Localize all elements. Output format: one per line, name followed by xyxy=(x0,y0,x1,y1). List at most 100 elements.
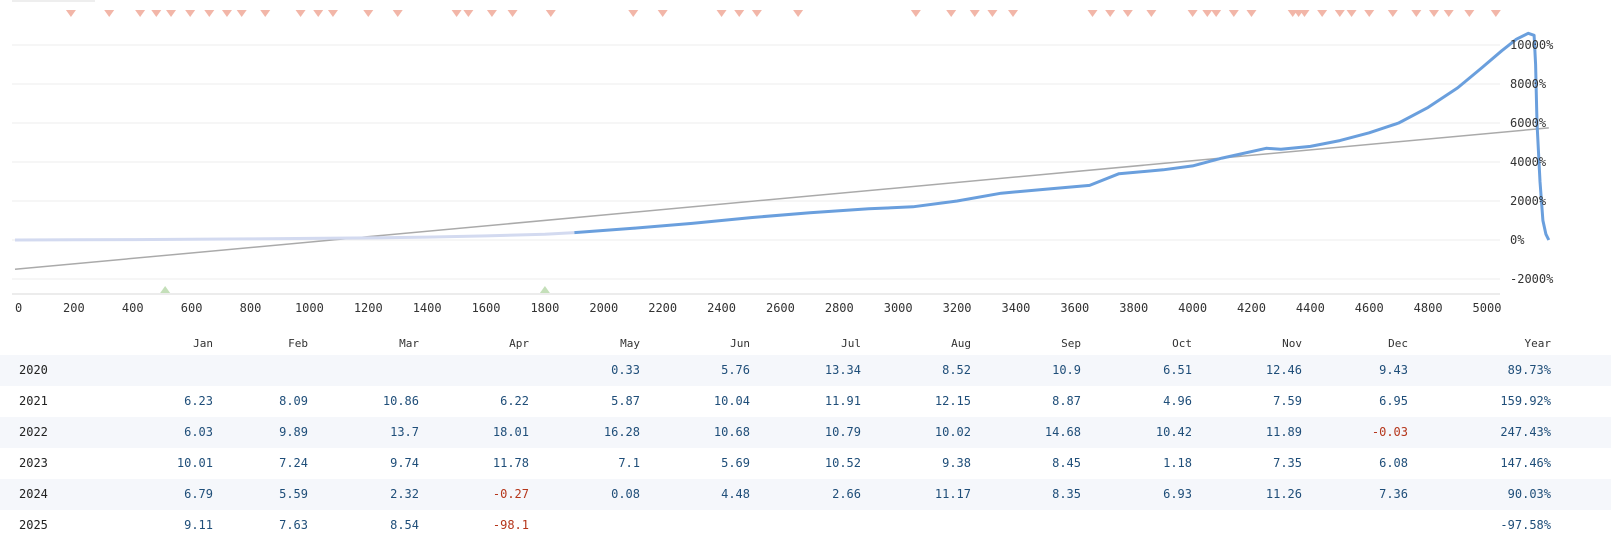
sell-marker xyxy=(1122,10,1133,17)
month-value: 6.51 xyxy=(1163,363,1192,377)
month-value: 10.86 xyxy=(382,394,419,408)
y-axis: 10000% 8000% 6000% 4000% 2000% 0% -2000% xyxy=(1510,38,1554,286)
sell-marker xyxy=(1464,10,1475,17)
x-tick-label: 0 xyxy=(15,301,22,315)
sell-marker xyxy=(463,10,474,17)
month-value: 16.28 xyxy=(603,425,640,439)
sell-marker xyxy=(1228,10,1239,17)
year-total: 90.03% xyxy=(1507,487,1551,501)
x-tick-label: 1200 xyxy=(354,301,383,315)
sell-marker xyxy=(204,10,215,17)
month-header: Jul xyxy=(841,337,861,350)
sell-marker xyxy=(910,10,921,17)
year-total: 247.43% xyxy=(1500,425,1551,439)
month-value: 10.42 xyxy=(1155,425,1192,439)
table-row: 2022 6.03 9.89 13.7 18.01 16.28 10.68 10.79 10.0… xyxy=(0,417,1611,448)
x-tick-label: 3200 xyxy=(943,301,972,315)
x-tick-label: 4400 xyxy=(1296,301,1325,315)
sell-marker xyxy=(486,10,497,17)
month-value: 7.36 xyxy=(1379,487,1408,501)
month-value: 10.52 xyxy=(824,456,861,470)
month-value: -0.27 xyxy=(492,487,529,501)
month-value: 0.08 xyxy=(611,487,640,501)
month-value: 12.15 xyxy=(934,394,971,408)
y-tick-label: 4000% xyxy=(1510,155,1547,169)
sell-marker xyxy=(1317,10,1328,17)
buy-marker xyxy=(539,286,550,293)
month-value: 0.33 xyxy=(611,363,640,377)
month-header: Year xyxy=(1524,337,1552,350)
grid-lines xyxy=(12,0,1500,295)
sell-marker xyxy=(793,10,804,17)
sell-marker xyxy=(1490,10,1501,17)
buy-marker xyxy=(160,286,171,293)
sell-marker xyxy=(104,10,115,17)
sell-marker xyxy=(946,10,957,17)
month-value: 8.52 xyxy=(942,363,971,377)
month-value: 5.76 xyxy=(721,363,750,377)
y-tick-label: 10000% xyxy=(1510,38,1554,52)
month-value: 6.08 xyxy=(1379,456,1408,470)
table-row: 2024 6.79 5.59 2.32 -0.27 0.08 4.48 2.66 11.17 8.… xyxy=(0,479,1611,510)
x-tick-label: 2400 xyxy=(707,301,736,315)
year-label: 2025 xyxy=(19,518,48,532)
sell-marker xyxy=(1429,10,1440,17)
month-value: 9.38 xyxy=(942,456,971,470)
trend-line xyxy=(14,127,1549,270)
month-value: 5.69 xyxy=(721,456,750,470)
sell-marker xyxy=(1334,10,1345,17)
x-tick-label: 400 xyxy=(122,301,144,315)
sell-marker xyxy=(166,10,177,17)
equity-line-early xyxy=(14,231,575,242)
year-label: 2020 xyxy=(19,363,48,377)
sell-marker xyxy=(1364,10,1375,17)
sell-marker xyxy=(1146,10,1157,17)
sell-marker xyxy=(1443,10,1454,17)
year-total: 159.92% xyxy=(1500,394,1551,408)
month-header: Jan xyxy=(193,337,213,350)
month-value: 2.32 xyxy=(390,487,419,501)
y-tick-label: -2000% xyxy=(1510,272,1554,286)
x-tick-label: 2200 xyxy=(648,301,677,315)
month-value: 7.24 xyxy=(279,456,308,470)
month-header: Mar xyxy=(399,337,419,350)
month-header: Sep xyxy=(1061,337,1081,350)
month-value: 6.79 xyxy=(184,487,213,501)
sell-marker xyxy=(451,10,462,17)
month-value: 11.78 xyxy=(492,456,529,470)
sell-marker xyxy=(1346,10,1357,17)
sell-marker xyxy=(65,10,76,17)
x-tick-label: 1400 xyxy=(413,301,442,315)
x-tick-label: 800 xyxy=(240,301,262,315)
month-value: 9.74 xyxy=(390,456,419,470)
year-label: 2021 xyxy=(19,394,48,408)
sell-marker xyxy=(221,10,232,17)
month-value: 10.79 xyxy=(824,425,861,439)
month-value: 10.04 xyxy=(713,394,750,408)
month-value: 8.87 xyxy=(1052,394,1081,408)
sell-marker xyxy=(1105,10,1116,17)
monthly-returns-table: Jan Feb Mar Apr May Jun Jul Aug Sep Oct Nov Dec Year… xyxy=(0,333,1611,541)
x-tick-label: 3400 xyxy=(1002,301,1031,315)
x-tick-label: 3600 xyxy=(1060,301,1089,315)
x-tick-label: 600 xyxy=(181,301,203,315)
month-value: 7.35 xyxy=(1273,456,1302,470)
sell-marker xyxy=(969,10,980,17)
sell-marker xyxy=(1299,10,1310,17)
sell-marker xyxy=(987,10,998,17)
sell-marker xyxy=(135,10,146,17)
month-value: 11.26 xyxy=(1265,487,1302,501)
sell-marker xyxy=(260,10,271,17)
year-total: -97.58% xyxy=(1500,518,1551,532)
x-tick-label: 4600 xyxy=(1355,301,1384,315)
sell-marker xyxy=(507,10,518,17)
month-value: 7.63 xyxy=(279,518,308,532)
month-value: 8.45 xyxy=(1052,456,1081,470)
month-value: 10.02 xyxy=(934,425,971,439)
sell-marker xyxy=(1087,10,1098,17)
month-value: 11.89 xyxy=(1265,425,1302,439)
sell-marker xyxy=(1202,10,1213,17)
sell-marker xyxy=(628,10,639,17)
sell-marker xyxy=(295,10,306,17)
sell-marker xyxy=(363,10,374,17)
